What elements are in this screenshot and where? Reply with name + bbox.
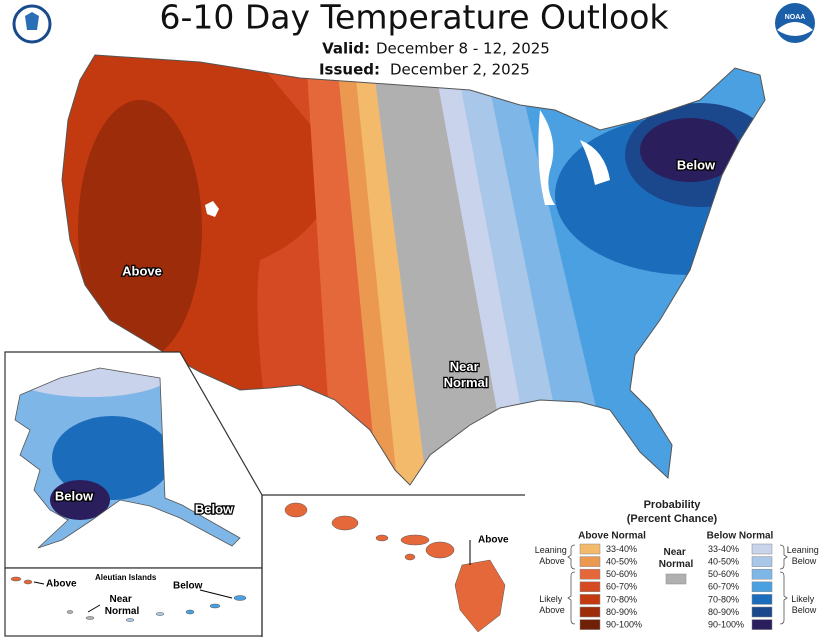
commerce-logo <box>12 4 52 44</box>
callout <box>87 604 101 613</box>
legend-range: 33-40% <box>708 544 739 554</box>
legend-title: Probability <box>644 499 702 511</box>
legend-group-label: Leaning Above <box>535 545 570 566</box>
probability-area <box>284 502 308 518</box>
legend-range: 80-90% <box>606 607 637 617</box>
probability-area <box>15 368 170 397</box>
legend-header: Near Normal <box>659 547 694 570</box>
region-label: Near Normal <box>444 359 489 390</box>
line: Near <box>109 594 131 605</box>
legend-swatch <box>665 573 687 585</box>
legend-header: Below Normal <box>707 531 774 542</box>
legend-swatch <box>751 556 773 567</box>
region-label: Below <box>55 488 94 503</box>
region-label: Above <box>46 579 77 590</box>
line: Above <box>539 556 565 566</box>
region-label: Above <box>478 535 509 546</box>
region-label: Below <box>677 157 716 172</box>
alaska-outline <box>14 367 241 549</box>
region-label: Above <box>122 263 162 278</box>
line: Below <box>792 556 817 566</box>
line: Normal <box>659 559 694 570</box>
valid-label: Valid: <box>322 40 370 58</box>
legend-range: 50-60% <box>708 569 739 579</box>
legend-range: 60-70% <box>708 582 739 592</box>
legend-brace <box>567 544 788 625</box>
legend-range: 80-90% <box>708 607 739 617</box>
hawaii-islands <box>284 502 506 633</box>
title: 6-10 Day Temperature Outlook <box>159 0 669 37</box>
legend-swatch <box>579 606 601 618</box>
line: Near <box>663 547 685 558</box>
line: Below <box>792 605 817 615</box>
great-lakes <box>538 110 610 205</box>
legend-swatch <box>579 619 601 630</box>
legend-swatch <box>579 556 601 567</box>
region-label: Below <box>195 501 234 516</box>
line: Normal <box>444 375 489 390</box>
legend-subtitle: (Percent Chance) <box>627 513 718 525</box>
legend-range: 70-80% <box>606 594 637 604</box>
legend-range: 70-80% <box>708 594 739 604</box>
legend-group-label: Likely Above <box>539 594 565 615</box>
legend-swatch <box>751 568 773 580</box>
aleutian-islands <box>10 576 247 622</box>
probability-area <box>375 534 389 542</box>
legend-range: 40-50% <box>708 556 739 566</box>
line: Likely <box>539 594 563 604</box>
line: Leaning <box>787 545 819 555</box>
legend-range: 40-50% <box>606 556 637 566</box>
probability-area <box>331 515 359 531</box>
probability-area <box>454 559 506 633</box>
callout <box>33 581 45 585</box>
probability-area <box>50 480 110 520</box>
probability-area <box>404 553 416 561</box>
probability-area <box>78 100 202 360</box>
legend: Probability (Percent Chance) Above Norma… <box>535 499 822 630</box>
legend-swatch <box>751 581 773 593</box>
legend-range: 33-40% <box>606 544 637 554</box>
noaa-logo-text: NOAA <box>785 14 806 21</box>
legend-swatch <box>579 543 601 555</box>
line: Near <box>450 359 479 374</box>
legend-range: 50-60% <box>606 569 637 579</box>
region-label: Below <box>173 581 203 592</box>
legend-swatch <box>579 594 601 605</box>
region-label: Near Normal <box>105 594 140 617</box>
legend-swatch <box>579 581 601 593</box>
legend-header: Above Normal <box>578 531 646 542</box>
probability-area <box>425 541 455 559</box>
line: Normal <box>105 606 140 617</box>
issued-label: Issued: <box>319 61 380 79</box>
probability-area <box>400 534 430 546</box>
legend-range: 90-100% <box>606 619 642 629</box>
legend-swatch <box>751 606 773 618</box>
legend-group-label: Leaning Below <box>787 545 822 566</box>
valid-dates: December 8 - 12, 2025 <box>376 40 550 58</box>
line: Above <box>539 605 565 615</box>
noaa-logo: NOAA <box>775 3 815 43</box>
line: Likely <box>791 594 815 604</box>
legend-range: 90-100% <box>708 619 744 629</box>
aleutian-inset-frame <box>4 567 263 637</box>
probability-area <box>640 118 740 182</box>
callout <box>199 589 233 599</box>
line: Leaning <box>535 545 567 555</box>
legend-group-label: Likely Below <box>791 594 817 615</box>
legend-swatch <box>751 619 773 630</box>
inset-title: Aleutian Islands <box>95 573 157 582</box>
legend-range: 60-70% <box>606 582 637 592</box>
probability-area <box>52 416 172 500</box>
legend-swatch <box>579 568 601 580</box>
legend-swatch <box>751 543 773 555</box>
legend-swatch <box>751 594 773 605</box>
great-salt-lake <box>205 201 219 217</box>
issued-date: December 2, 2025 <box>390 61 530 79</box>
